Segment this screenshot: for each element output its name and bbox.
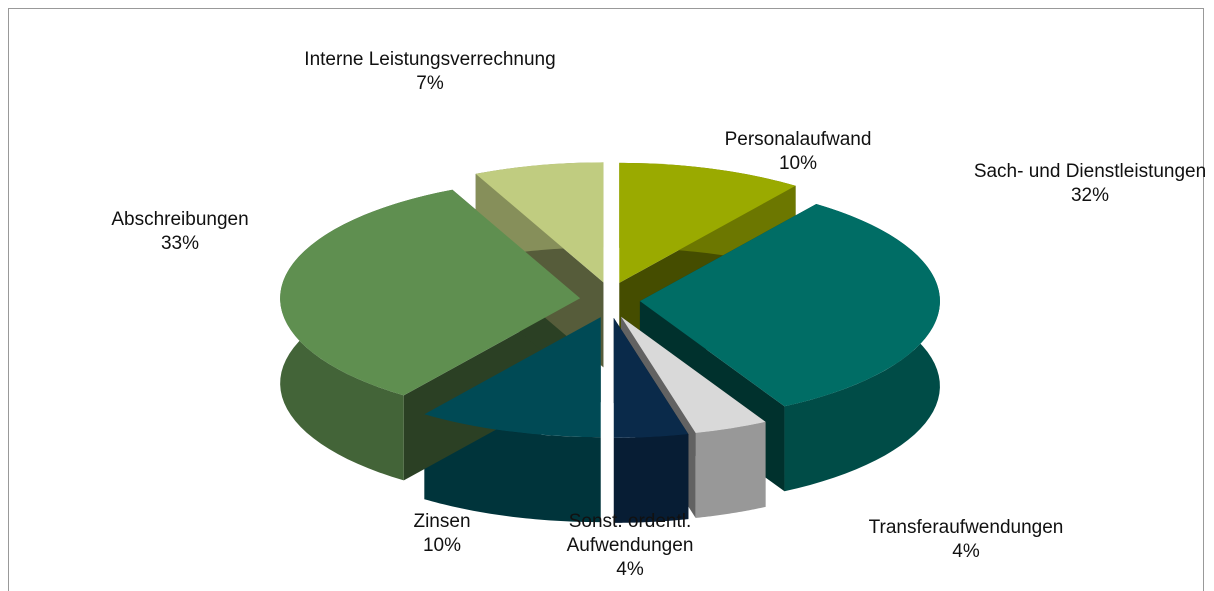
data-label: Zinsen 10% [322, 510, 562, 558]
slice [424, 317, 601, 438]
label-value: 7% [416, 73, 444, 94]
label-name: Sonst. ordentl. Aufwendungen [566, 511, 694, 556]
label-name: Interne Leistungsverrechnung [304, 49, 556, 70]
data-label: Personalaufwand 10% [678, 128, 918, 176]
slice [280, 189, 581, 396]
slice [621, 316, 766, 433]
slice [613, 317, 689, 438]
label-value: 10% [778, 153, 818, 174]
chart-frame [8, 8, 1204, 591]
slice [619, 162, 796, 283]
label-name: Personalaufwand [724, 129, 872, 150]
data-label: Sonst. ordentl. Aufwendungen 4% [510, 510, 750, 582]
label-name: Zinsen [413, 511, 471, 532]
label-value: 32% [1070, 185, 1110, 206]
label-name: Abschreibungen [111, 209, 249, 230]
data-label: Transferaufwendungen 4% [826, 516, 1106, 564]
label-value: 4% [952, 541, 980, 562]
data-label: Abschreibungen 33% [60, 208, 300, 256]
data-label: Interne Leistungsverrechnung 7% [300, 48, 560, 96]
label-value: 10% [422, 535, 462, 556]
label-name: Sach- und Dienstleistungen [973, 161, 1207, 182]
data-label: Sach- und Dienstleistungen 32% [970, 160, 1210, 208]
slice [639, 204, 940, 407]
slice-side [613, 434, 689, 523]
slice-side [695, 421, 766, 518]
label-value: 33% [160, 233, 200, 254]
label-value: 4% [616, 559, 644, 580]
label-name: Transferaufwendungen [868, 517, 1064, 538]
slice [475, 162, 604, 283]
